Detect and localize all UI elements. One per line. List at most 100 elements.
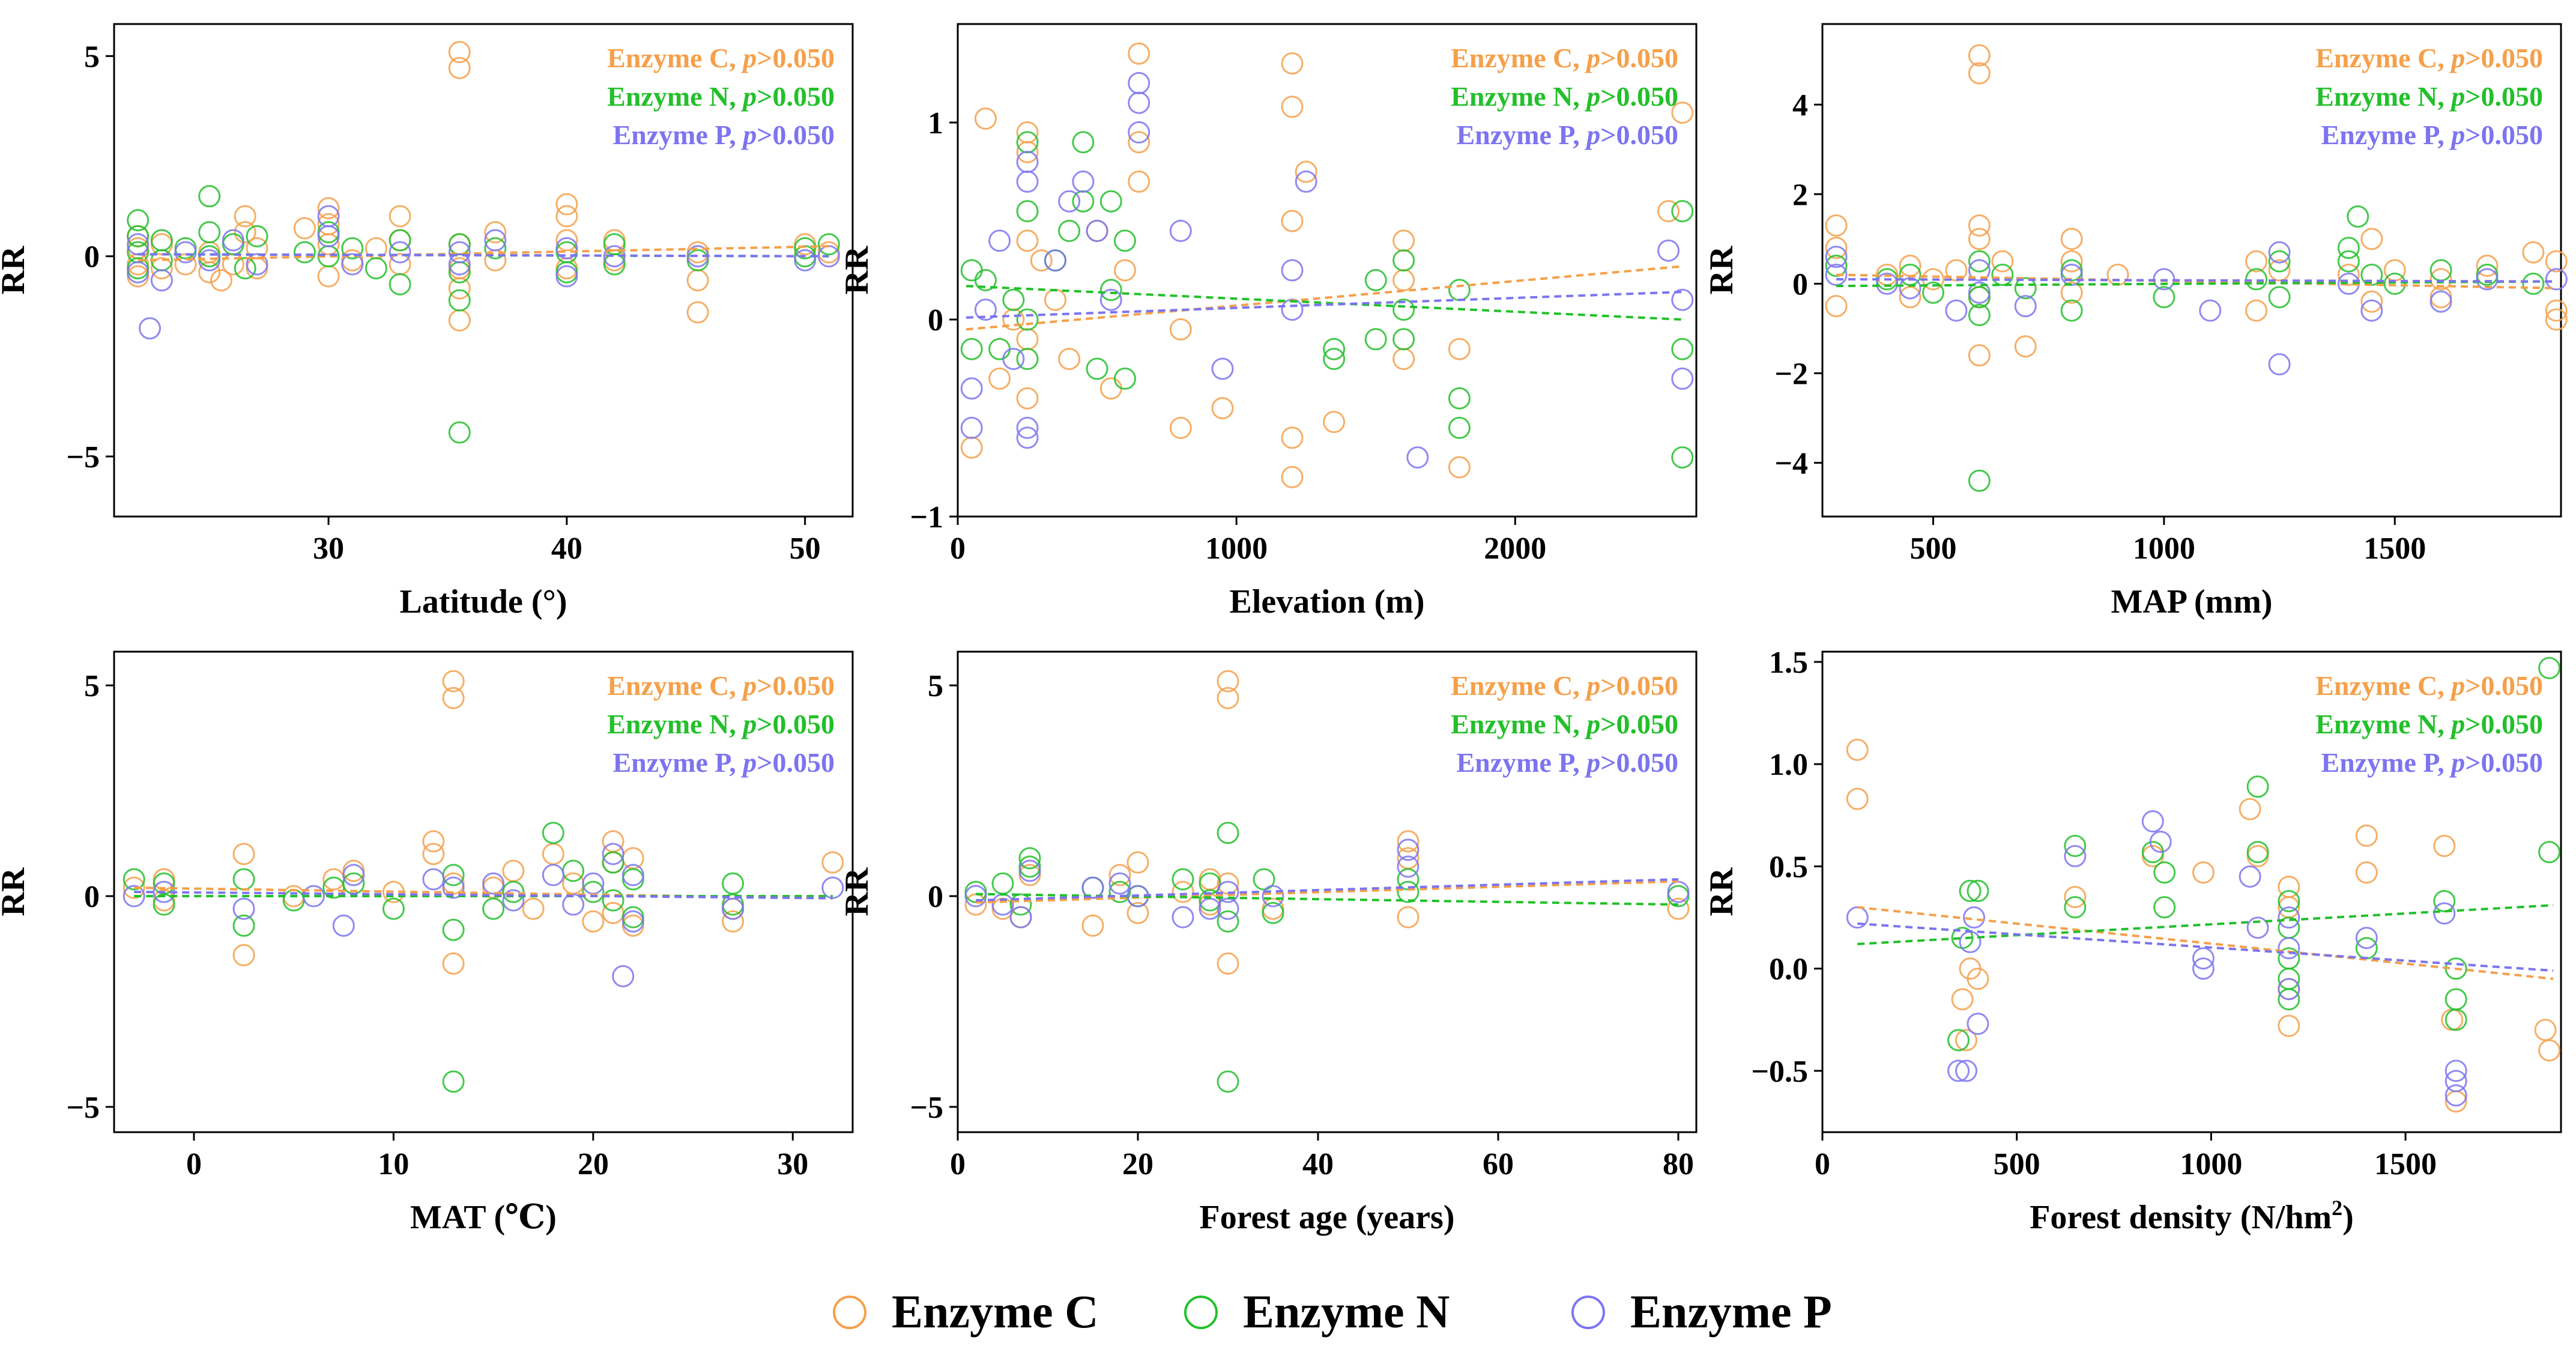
enzyme-p-point bbox=[1016, 170, 1039, 193]
enzyme-p-point bbox=[448, 241, 471, 264]
enzyme-c-point bbox=[2014, 335, 2037, 358]
enzyme-p-point bbox=[794, 249, 817, 271]
enzyme-p-point bbox=[974, 299, 997, 321]
enzyme-n-point bbox=[502, 881, 525, 903]
enzyme-c-point bbox=[1945, 259, 1968, 282]
enzyme-c-point bbox=[317, 197, 340, 220]
scatter-panel-3: 500 1000 1500 −4 −2 0 2 4 MAP (mm) RR Enzyme C, p>… bbox=[1703, 23, 2568, 620]
enzyme-p-point bbox=[602, 843, 624, 865]
enzyme-c-point bbox=[974, 107, 997, 130]
enzyme-c-point bbox=[1968, 228, 1991, 250]
enzyme-n-point bbox=[2060, 259, 2083, 282]
enzyme-c-trend-line bbox=[1857, 906, 2554, 980]
enzyme-p-point bbox=[442, 876, 465, 899]
enzyme-n-annotation: Enzyme N, p>0.050 bbox=[1451, 81, 1678, 112]
enzyme-c-point bbox=[422, 830, 445, 853]
enzyme-p-point bbox=[1899, 277, 1921, 300]
enzyme-c-legend-marker bbox=[833, 1296, 866, 1329]
x-tick-label: 30 bbox=[313, 532, 344, 566]
enzyme-c-point bbox=[1081, 914, 1104, 937]
enzyme-c-point bbox=[1281, 426, 1304, 449]
enzyme-p-point bbox=[332, 914, 355, 937]
enzyme-p-point bbox=[1044, 249, 1066, 272]
enzyme-n-point bbox=[232, 868, 255, 891]
enzyme-p-trend-line bbox=[1857, 922, 2554, 972]
y-axis-label: RR bbox=[0, 867, 32, 916]
enzyme-p-point bbox=[198, 249, 221, 271]
enzyme-c-point bbox=[1846, 787, 1869, 810]
enzyme-p-point bbox=[621, 910, 644, 933]
enzyme-p-point bbox=[2429, 290, 2452, 313]
enzyme-n-point bbox=[1016, 308, 1039, 331]
enzyme-c-point bbox=[1392, 348, 1415, 371]
enzyme-p-point bbox=[422, 868, 445, 891]
enzyme-n-point bbox=[1968, 286, 1991, 309]
enzyme-p-point bbox=[2141, 810, 2164, 833]
enzyme-n-point bbox=[122, 868, 145, 891]
enzyme-p-point bbox=[2476, 268, 2499, 291]
enzyme-p-point bbox=[2360, 299, 2383, 322]
enzyme-c-point bbox=[1967, 968, 1989, 990]
enzyme-p-point bbox=[817, 245, 840, 268]
enzyme-p-point bbox=[1072, 170, 1095, 193]
enzyme-n-point bbox=[1392, 299, 1415, 321]
enzyme-c-point bbox=[502, 859, 525, 882]
scatter-panel-4: 0 10 20 30 −5 0 5 MAT (℃) RR Enzyme C, p>0.050 Enz… bbox=[0, 650, 854, 1236]
x-tick-label: 40 bbox=[1302, 1147, 1334, 1181]
enzyme-n-point bbox=[2060, 299, 2083, 322]
x-tick-label: 1000 bbox=[2180, 1147, 2242, 1181]
enzyme-n-point bbox=[2522, 272, 2545, 295]
enzyme-p-point bbox=[1968, 259, 1991, 282]
enzyme-c-point bbox=[1126, 851, 1149, 874]
enzyme-p-point bbox=[122, 885, 145, 908]
enzyme-c-point bbox=[1128, 42, 1150, 65]
enzyme-c-point bbox=[448, 41, 471, 64]
enzyme-c-point bbox=[1667, 897, 1690, 920]
enzyme-c-point bbox=[1281, 52, 1304, 75]
enzyme-n-point bbox=[722, 872, 745, 895]
enzyme-n-point bbox=[2538, 841, 2561, 864]
enzyme-p-point bbox=[1086, 219, 1108, 242]
enzyme-p-point bbox=[2355, 927, 2378, 950]
enzyme-c-point bbox=[1955, 1029, 1978, 1052]
enzyme-n-point bbox=[1364, 268, 1387, 291]
enzyme-c-point bbox=[1108, 864, 1131, 887]
enzyme-n-point bbox=[1217, 822, 1239, 844]
enzyme-n-point bbox=[150, 229, 173, 252]
enzyme-n-series bbox=[1947, 656, 2561, 1052]
enzyme-n-point bbox=[602, 889, 624, 912]
enzyme-n-point bbox=[1392, 328, 1415, 351]
enzyme-c-point bbox=[2064, 886, 2087, 909]
enzyme-n-point bbox=[2538, 656, 2561, 679]
enzyme-n-point bbox=[2153, 861, 2176, 884]
enzyme-c-point bbox=[555, 229, 578, 252]
enzyme-c-point bbox=[722, 910, 745, 933]
enzyme-n-point bbox=[2014, 277, 2037, 300]
enzyme-p-point bbox=[1058, 190, 1081, 213]
y-tick-label: 4 bbox=[1792, 88, 1808, 123]
enzyme-p-point bbox=[2444, 1059, 2467, 1082]
enzyme-n-point bbox=[1671, 200, 1694, 223]
enzyme-c-point bbox=[686, 269, 709, 292]
enzyme-n-series bbox=[122, 822, 745, 1093]
enzyme-c-point bbox=[484, 221, 507, 244]
enzyme-n-point bbox=[153, 893, 175, 916]
enzyme-n-point bbox=[2246, 841, 2269, 864]
enzyme-p-point bbox=[1671, 288, 1694, 311]
enzyme-c-trend-line bbox=[966, 265, 1683, 331]
enzyme-n-point bbox=[1323, 338, 1346, 360]
enzyme-c-point bbox=[2545, 299, 2568, 322]
enzyme-n-point bbox=[2278, 988, 2300, 1011]
enzyme-n-point bbox=[1009, 893, 1032, 916]
enzyme-n-point bbox=[341, 237, 364, 259]
enzyme-p-annotation: Enzyme P, p>0.050 bbox=[612, 747, 835, 778]
enzyme-n-point bbox=[2444, 988, 2467, 1011]
enzyme-n-point bbox=[2268, 250, 2291, 273]
y-tick-label: −5 bbox=[910, 1091, 943, 1125]
enzyme-c-point bbox=[2060, 250, 2083, 273]
y-tick-label: −2 bbox=[1774, 357, 1808, 391]
y-tick-label: 0.0 bbox=[1769, 953, 1808, 987]
enzyme-p-annotation: Enzyme P, p>0.050 bbox=[612, 120, 835, 150]
enzyme-p-series bbox=[1846, 810, 2467, 1107]
y-tick-label: 0 bbox=[84, 880, 100, 914]
